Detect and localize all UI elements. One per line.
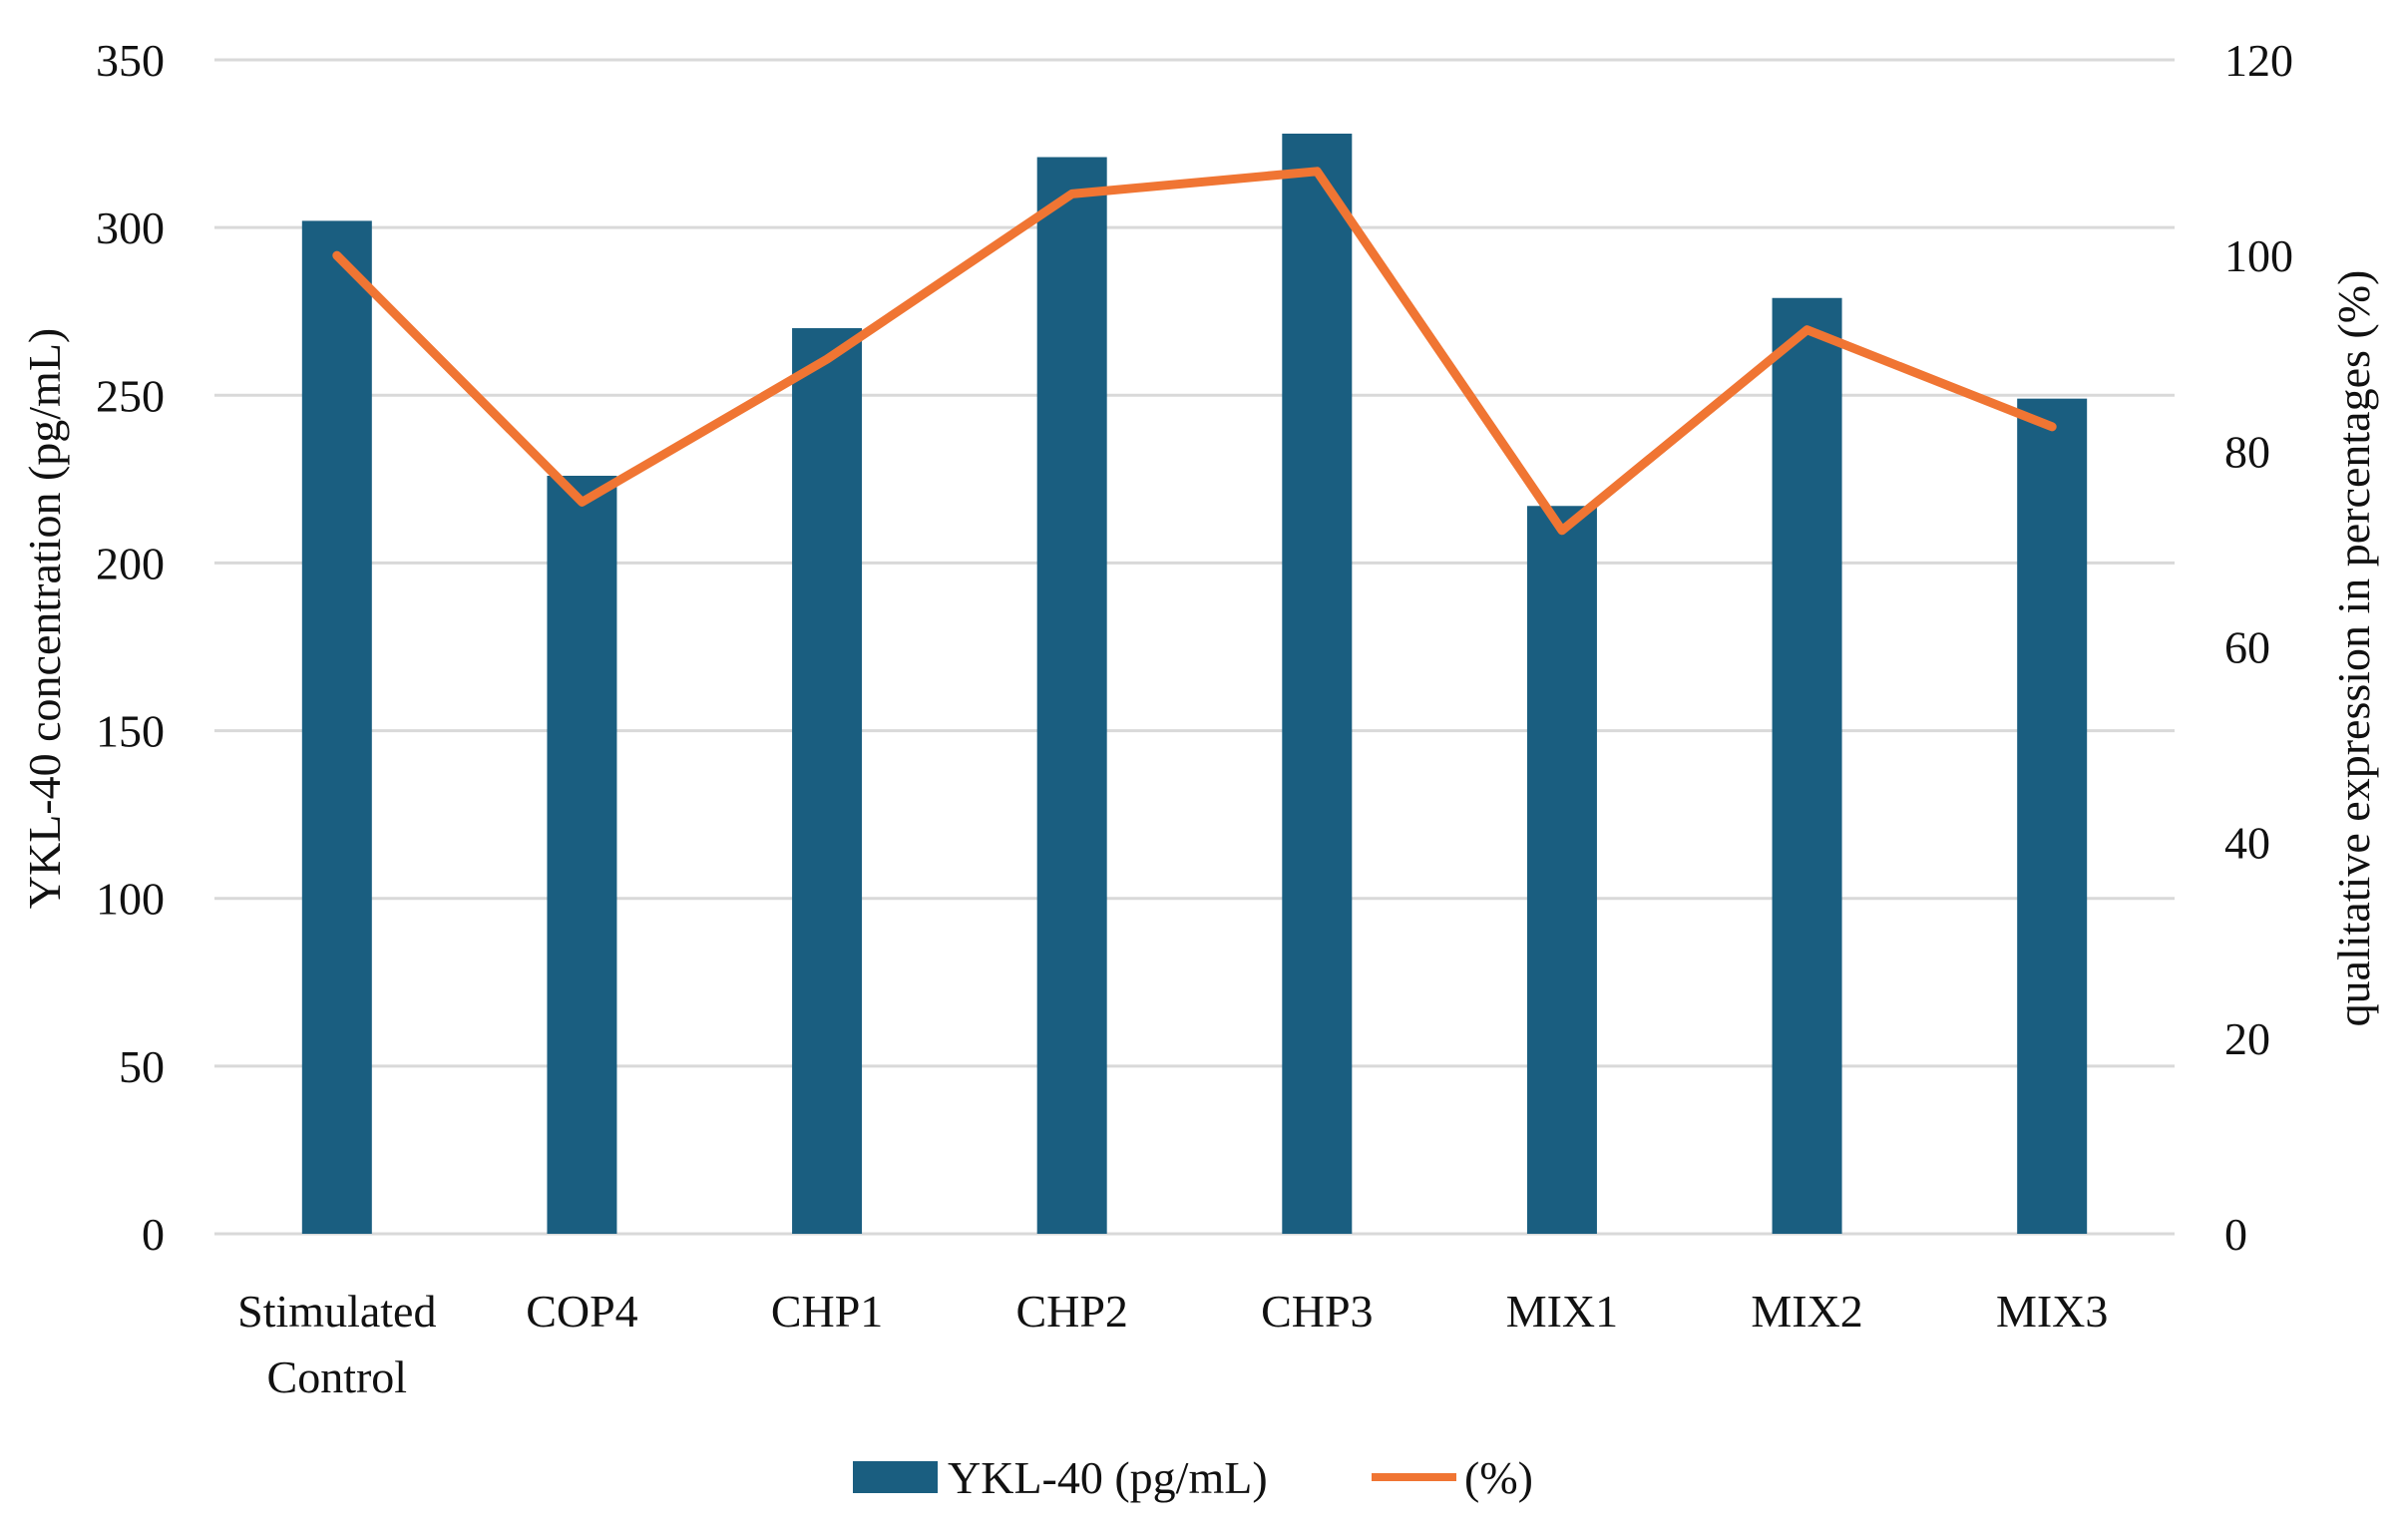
- left-tick-label: 100: [96, 874, 165, 925]
- right-tick-label: 100: [2224, 230, 2293, 281]
- legend-bar-label: YKL-40 (pg/mL): [948, 1452, 1268, 1503]
- left-axis: 0 50 100 150 200 250 300 350: [96, 35, 165, 1260]
- bar: [1036, 157, 1107, 1235]
- left-tick-label: 150: [96, 706, 165, 757]
- right-axis-title: qualitative expression in percentages (%…: [2328, 270, 2379, 1027]
- right-tick-label: 20: [2224, 1013, 2270, 1064]
- line-point: [1316, 170, 1319, 173]
- left-tick-label: 250: [96, 370, 165, 421]
- category-label: MIX2: [1751, 1286, 1862, 1337]
- category-label: CHP2: [1015, 1286, 1127, 1337]
- right-axis: 0 20 40 60 80 100 120: [2224, 35, 2293, 1260]
- left-tick-label: 50: [119, 1041, 165, 1092]
- legend-bar-swatch: [853, 1461, 938, 1493]
- left-tick-label: 300: [96, 202, 165, 253]
- bar-series: [301, 133, 2088, 1235]
- line-point: [581, 501, 584, 504]
- category-label: CHP3: [1261, 1286, 1373, 1337]
- left-axis-title: YKL-40 concentration (pg/mL): [19, 328, 70, 909]
- category-axis: Stimulated Control COP4 CHP1 CHP2 CHP3 MIX1 MIX…: [237, 1286, 2108, 1402]
- category-label: MIX1: [1506, 1286, 1618, 1337]
- category-label: COP4: [526, 1286, 637, 1337]
- bar: [1772, 297, 1842, 1235]
- left-tick-label: 350: [96, 35, 165, 86]
- gridlines: [214, 58, 2175, 1236]
- category-label: CHP1: [771, 1286, 883, 1337]
- right-tick-label: 40: [2224, 818, 2270, 869]
- bar: [547, 475, 617, 1235]
- category-label: Stimulated Control: [237, 1286, 436, 1402]
- line-point: [2051, 425, 2054, 428]
- line-point: [1070, 192, 1073, 195]
- right-tick-label: 80: [2224, 426, 2270, 477]
- series-line: [332, 167, 2057, 536]
- line-point: [335, 254, 338, 257]
- left-tick-label: 200: [96, 538, 165, 588]
- right-tick-label: 60: [2224, 622, 2270, 673]
- line-series: [332, 167, 2057, 536]
- bar: [1282, 133, 1353, 1234]
- bar: [1526, 506, 1597, 1234]
- line-point: [1560, 529, 1563, 532]
- legend-line-label: (%): [1464, 1452, 1533, 1503]
- right-tick-label: 0: [2224, 1209, 2247, 1260]
- right-tick-label: 120: [2224, 35, 2293, 86]
- bar: [301, 220, 372, 1235]
- line-point: [1805, 328, 1808, 331]
- legend: YKL-40 (pg/mL) (%): [853, 1452, 1533, 1503]
- left-tick-label: 0: [142, 1209, 165, 1260]
- bar: [792, 328, 863, 1234]
- bar: [2017, 398, 2088, 1234]
- line-point: [826, 358, 829, 361]
- category-label: MIX3: [1996, 1286, 2108, 1337]
